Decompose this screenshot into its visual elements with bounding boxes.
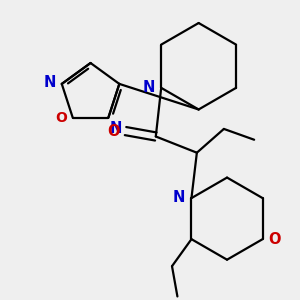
Text: O: O [268, 232, 280, 247]
Text: N: N [44, 75, 56, 90]
Text: O: O [56, 111, 68, 125]
Text: O: O [108, 124, 120, 139]
Text: N: N [110, 121, 122, 136]
Text: N: N [172, 190, 185, 205]
Text: N: N [142, 80, 155, 95]
